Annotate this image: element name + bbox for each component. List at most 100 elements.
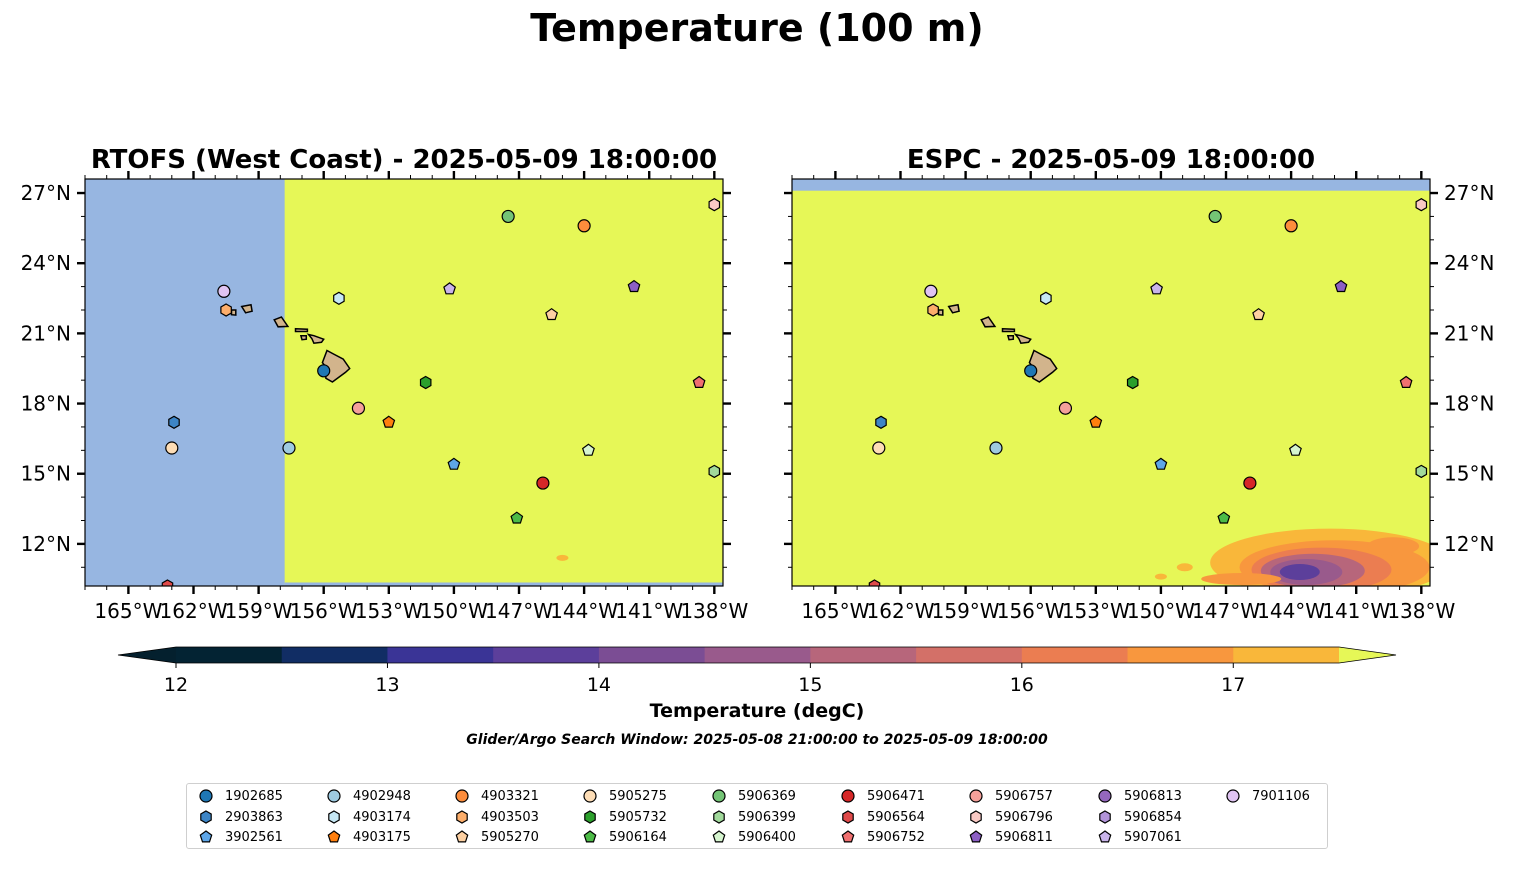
pentagon-marker-icon	[1098, 830, 1112, 843]
float-marker-4903503	[220, 303, 232, 317]
no-data-band	[792, 179, 1430, 191]
float-marker-5905732	[1126, 375, 1139, 390]
x-tick-label: 159°W	[932, 599, 1000, 623]
pentagon-marker-icon	[841, 830, 855, 843]
circle-marker-icon	[327, 789, 341, 803]
float-marker-4903174	[333, 291, 345, 305]
warm-patch	[556, 554, 569, 561]
colorbar-segment	[598, 647, 706, 663]
legend-item-5905732: 5905732	[581, 807, 667, 827]
legend-marker	[199, 789, 213, 803]
oahu-island	[273, 316, 290, 328]
float-marker-5906399	[708, 464, 721, 479]
lanai-island	[299, 334, 308, 341]
x-tick-label: 141°W	[1322, 599, 1390, 623]
hexagon-marker-icon	[328, 810, 340, 824]
y-tick-label: 15°N	[21, 462, 71, 486]
legend-item-3902561: 3902561	[197, 827, 283, 847]
legend-marker	[713, 810, 725, 824]
legend-item-7901106: 7901106	[1224, 786, 1310, 806]
colorbar-tick-label: 12	[164, 674, 188, 696]
molokai-island	[1001, 327, 1016, 333]
niihau-island	[230, 309, 237, 316]
legend-label: 5906813	[1124, 788, 1182, 804]
float-legend: 1902685 2903863 3902561 4902948 4903174 49031…	[186, 783, 1328, 849]
figure-title: Temperature (100 m)	[530, 6, 984, 50]
x-tick-label: 162°W	[160, 599, 228, 623]
domain-south-edge	[284, 582, 723, 586]
float-marker-2903863	[875, 415, 887, 429]
float-marker-4903175	[1089, 415, 1103, 428]
legend-label: 5906164	[609, 829, 667, 845]
y-tick-label: 18°N	[1444, 392, 1494, 416]
colorbar-tick-label: 17	[1221, 674, 1245, 696]
legend-marker	[841, 789, 855, 803]
legend-label: 5906757	[995, 788, 1053, 804]
espc-map-panel: ESPC - 2025-05-09 18:00:00 165°W162°W159°…	[784, 145, 1494, 623]
float-marker-5906564	[868, 579, 881, 586]
legend-marker	[969, 830, 983, 843]
legend-label: 5906854	[1124, 809, 1182, 825]
y-tick-label: 21°N	[1444, 321, 1494, 345]
cool-region-contour	[1201, 572, 1282, 585]
legend-item-5905275: 5905275	[581, 786, 667, 806]
colorbar-segment	[810, 647, 917, 663]
panel-title: ESPC - 2025-05-09 18:00:00	[907, 145, 1315, 175]
legend-item-4903174: 4903174	[325, 807, 411, 827]
legend-label: 5905275	[609, 788, 667, 804]
temperature-field	[792, 179, 1430, 586]
pentagon-marker-icon	[199, 830, 213, 843]
circle-marker-icon	[1226, 789, 1240, 803]
float-marker-5906164	[1217, 511, 1231, 524]
float-marker-5906164	[510, 511, 524, 524]
panel-title: RTOFS (West Coast) - 2025-05-09 18:00:00	[91, 145, 717, 175]
float-marker-4903175	[382, 415, 396, 428]
temperature-colorbar: 12 13 14 15 16 17	[117, 646, 1397, 696]
colorbar-extend-high	[1339, 647, 1396, 663]
pentagon-marker-icon	[455, 830, 469, 843]
legend-label: 5905270	[481, 829, 539, 845]
legend-marker	[841, 830, 855, 843]
hexagon-marker-icon	[584, 810, 596, 824]
circle-marker-icon	[455, 789, 469, 803]
legend-label: 4903321	[481, 788, 539, 804]
colorbar-segment	[176, 647, 283, 663]
hexagon-marker-icon	[842, 810, 854, 824]
x-tick-label: 138°W	[1387, 599, 1455, 623]
legend-item-5906164: 5906164	[581, 827, 667, 847]
circle-marker-icon	[199, 789, 213, 803]
legend-marker	[1099, 810, 1111, 824]
colorbar-label: Temperature (degC)	[649, 700, 865, 722]
x-tick-label: 153°W	[1062, 599, 1130, 623]
legend-item-5906757: 5906757	[967, 786, 1053, 806]
legend-marker	[584, 810, 596, 824]
x-tick-label: 150°W	[420, 599, 488, 623]
rtofs-map-panel: RTOFS (West Coast) - 2025-05-09 18:00:00…	[21, 145, 749, 623]
colorbar-tick-label: 15	[798, 674, 822, 696]
legend-marker	[328, 810, 340, 824]
legend-label: 2903863	[225, 809, 283, 825]
cool-region-contour	[1367, 537, 1420, 556]
float-marker-5906796	[708, 198, 721, 212]
float-marker-5906757	[1058, 401, 1073, 415]
legend-label: 3902561	[225, 829, 283, 845]
colorbar-segment	[493, 647, 600, 663]
float-marker-5906752	[1399, 375, 1413, 388]
y-tick-label: 27°N	[1444, 181, 1494, 205]
x-tick-label: 165°W	[801, 599, 869, 623]
cool-region-contour	[1154, 573, 1167, 580]
x-tick-label: 141°W	[615, 599, 683, 623]
lanai-island	[1006, 334, 1015, 341]
legend-label: 5906369	[738, 788, 796, 804]
pentagon-marker-icon	[969, 830, 983, 843]
hexagon-marker-icon	[1099, 810, 1111, 824]
float-marker-1902685	[317, 364, 331, 378]
legend-marker	[583, 789, 597, 803]
legend-item-5906796: 5906796	[967, 807, 1053, 827]
legend-label: 5906752	[867, 829, 925, 845]
legend-label: 5906399	[738, 809, 796, 825]
float-marker-4902948	[282, 441, 296, 455]
circle-marker-icon	[1098, 789, 1112, 803]
map-frame	[791, 178, 1431, 587]
